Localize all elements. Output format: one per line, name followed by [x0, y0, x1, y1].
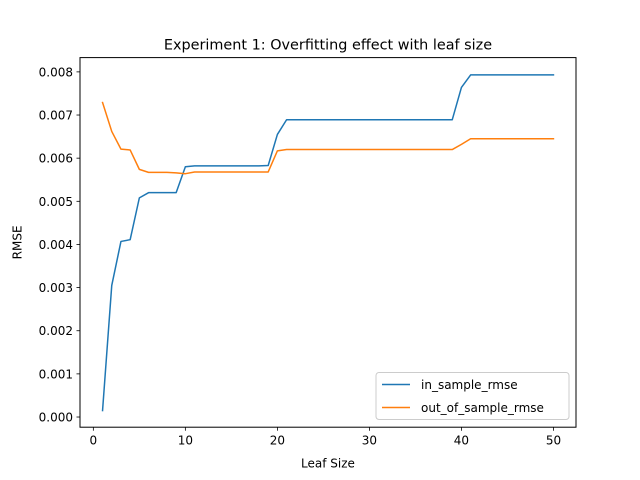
x-axis-label: Leaf Size — [301, 457, 355, 471]
y-axis-label: RMSE — [11, 225, 25, 259]
x-axis-ticks: 0 10 20 30 40 50 — [90, 427, 561, 448]
series-line-in-sample-rmse — [101, 74, 555, 412]
y-tick-label: 0.000 — [39, 411, 73, 425]
series-layer — [101, 74, 555, 412]
y-tick-label: 0.003 — [39, 281, 73, 295]
x-tick-label: 50 — [546, 434, 561, 448]
legend-label-out-of-sample-rmse: out_of_sample_rmse — [421, 401, 544, 415]
x-tick-label: 0 — [90, 434, 98, 448]
y-tick-label: 0.008 — [39, 65, 73, 79]
plot-area-frame — [79, 57, 577, 428]
y-tick-label: 0.005 — [39, 195, 73, 209]
y-tick-label: 0.002 — [39, 324, 73, 338]
y-tick-label: 0.001 — [39, 367, 73, 381]
y-tick-label: 0.004 — [39, 238, 73, 252]
legend-box — [375, 372, 570, 420]
series-line-out-of-sample-rmse — [101, 101, 555, 175]
x-tick-label: 10 — [178, 434, 193, 448]
legend: in_sample_rmse out_of_sample_rmse — [375, 372, 570, 420]
x-tick-label: 30 — [362, 434, 377, 448]
x-tick-label: 40 — [454, 434, 469, 448]
y-tick-label: 0.006 — [39, 152, 73, 166]
y-axis-ticks: 0.000 0.001 0.002 0.003 0.004 0.005 0.006 0.007… — [39, 65, 80, 425]
x-tick-label: 20 — [270, 434, 285, 448]
legend-label-in-sample-rmse: in_sample_rmse — [421, 378, 518, 392]
y-tick-label: 0.007 — [39, 109, 73, 123]
chart-title: Experiment 1: Overfitting effect with le… — [164, 38, 492, 54]
